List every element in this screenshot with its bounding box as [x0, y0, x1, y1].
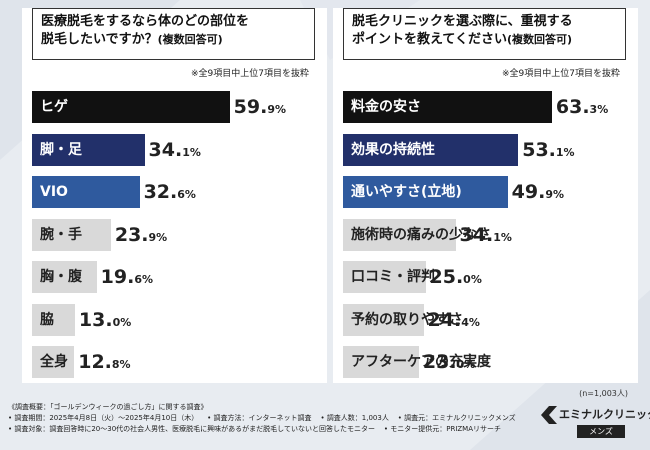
bar-group-right: 料金の安さ 63.3% 効果の持続性 53.1% 通いやすさ(立地) 49.9% 施術時の痛… [333, 8, 638, 383]
chart-panel-left: 医療脱毛をするなら体のどの部位を 脱毛したいですか？(複数回答可) ※全9項目中… [22, 8, 327, 383]
chart-subtitle-left: (複数回答可) [157, 33, 223, 46]
brand-logo: エミナルクリニック メンズ [541, 404, 650, 444]
right-bar-3: 施術時の痛みの少なさ [343, 218, 491, 251]
footer-title: 《調査概要：「ゴールデンウィークの過ごし方」に関する調査》 [8, 403, 208, 411]
left-bar-2: VIO [32, 176, 140, 208]
logo-mark-icon [541, 406, 557, 424]
left-bar-6: 全身 [32, 346, 75, 378]
chart-subtitle-right: (複数回答可) [506, 33, 573, 46]
right-bar-label-0: 料金の安さ [351, 99, 421, 115]
sample-size-label: (n=1,003人) [579, 389, 628, 398]
right-bar-5: 予約の取りやすさ [343, 303, 463, 336]
left-bar-5: 脇 [32, 303, 75, 336]
logo-sub: メンズ [577, 425, 625, 438]
left-bar-label-3: 腕・手 [40, 226, 82, 243]
right-bar-label-4: 口コミ・評判 [351, 269, 435, 285]
right-bar-label-3: 施術時の痛みの少なさ [351, 226, 491, 243]
chart-note-left: ※全9項目中上位7項目を抜粋 [191, 69, 309, 79]
chart-title-left: 医療脱毛をするなら体のどの部位を 脱毛したいですか？(複数回答可) [41, 14, 250, 47]
footer-row-target: • 調査対象：調査回答時に20～30代の社会人男性、医療脱毛に興味があるがまだ脱… [8, 424, 518, 435]
left-bar-1: 脚・足 [32, 133, 145, 166]
left-bar-label-2: VIO [40, 184, 68, 200]
footer-method: • 調査方法：インターネット調査 [207, 414, 312, 422]
left-bar-label-0: ヒゲ [40, 99, 68, 115]
question-box-right: 脱毛クリニックを選ぶ際に、重視する ポイントを教えてください(複数回答可) [343, 8, 626, 60]
left-bar-value-3: 23.9% [114, 223, 168, 246]
left-bar-label-4: 胸・腹 [40, 269, 82, 285]
right-bar-label-5: 予約の取りやすさ [351, 311, 463, 328]
right-bar-value-5: 24.4% [427, 308, 480, 331]
right-bar-value-0: 63.3% [555, 96, 609, 118]
left-bar-3: 腕・手 [32, 218, 111, 251]
right-bar-value-2: 49.9% [511, 181, 565, 203]
survey-footer: 《調査概要：「ゴールデンウィークの過ごし方」に関する調査》 • 調査期間：202… [8, 402, 518, 435]
left-bar-value-5: 13.0% [78, 308, 132, 331]
footer-source: • 調査元：エミナルクリニックメンズ [397, 414, 516, 422]
right-bar-6: アフターケアの充実度 [343, 346, 491, 378]
right-bar-label-6: アフターケアの充実度 [351, 354, 491, 370]
chart-note-right: ※全9項目中上位7項目を抜粋 [502, 69, 620, 79]
question-box-left: 医療脱毛をするなら体のどの部位を 脱毛したいですか？(複数回答可) [32, 8, 315, 60]
right-bar-value-3: 34.1% [459, 223, 512, 246]
left-bar-0: ヒゲ [32, 91, 230, 123]
left-bar-4: 胸・腹 [32, 261, 97, 293]
right-bar-4: 口コミ・評判 [343, 261, 435, 293]
chart-title-right: 脱毛クリニックを選ぶ際に、重視する ポイントを教えてください(複数回答可) [352, 14, 573, 47]
left-bar-label-5: 脇 [40, 311, 54, 328]
footer-target: • 調査対象：調査回答時に20～30代の社会人男性、医療脱毛に興味があるがまだ脱… [8, 425, 375, 433]
right-bar-label-2: 通いやすさ(立地) [351, 184, 462, 200]
left-bar-value-4: 19.6% [100, 266, 154, 288]
logo-name: エミナルクリニック [559, 408, 650, 421]
right-bar-1: 効果の持続性 [343, 133, 519, 166]
right-bar-label-1: 効果の持続性 [351, 141, 435, 158]
right-bar-2: 通いやすさ(立地) [343, 176, 508, 208]
left-bar-value-0: 59.9% [233, 96, 287, 118]
footer-row-period: • 調査期間：2025年4月8日（火）～2025年4月10日（木） • 調査方法… [8, 413, 518, 424]
right-bar-value-4: 25.0% [429, 266, 482, 288]
right-bar-value-6: 23.0% [422, 351, 476, 373]
left-bar-value-6: 12.8% [78, 351, 131, 373]
left-bar-label-6: 全身 [40, 354, 68, 370]
bar-group-left: ヒゲ 59.9% 脚・足 34.1% VIO 32.6% 腕・手 23.9% 胸・腹 19.6% 脇… [22, 8, 327, 383]
footer-count: • 調査人数：1,003人 [320, 414, 389, 422]
left-bar-label-1: 脚・足 [40, 141, 82, 158]
footer-provider: • モニター提供元：PRIZMAリサーチ [383, 425, 502, 433]
right-bar-0: 料金の安さ [343, 91, 552, 123]
left-bar-value-1: 34.1% [148, 138, 201, 161]
chart-panel-right: 脱毛クリニックを選ぶ際に、重視する ポイントを教えてください(複数回答可) ※全… [333, 8, 638, 383]
left-bar-value-2: 32.6% [143, 181, 196, 203]
footer-period: • 調査期間：2025年4月8日（火）～2025年4月10日（木） [8, 414, 199, 422]
right-bar-value-1: 53.1% [522, 138, 575, 161]
